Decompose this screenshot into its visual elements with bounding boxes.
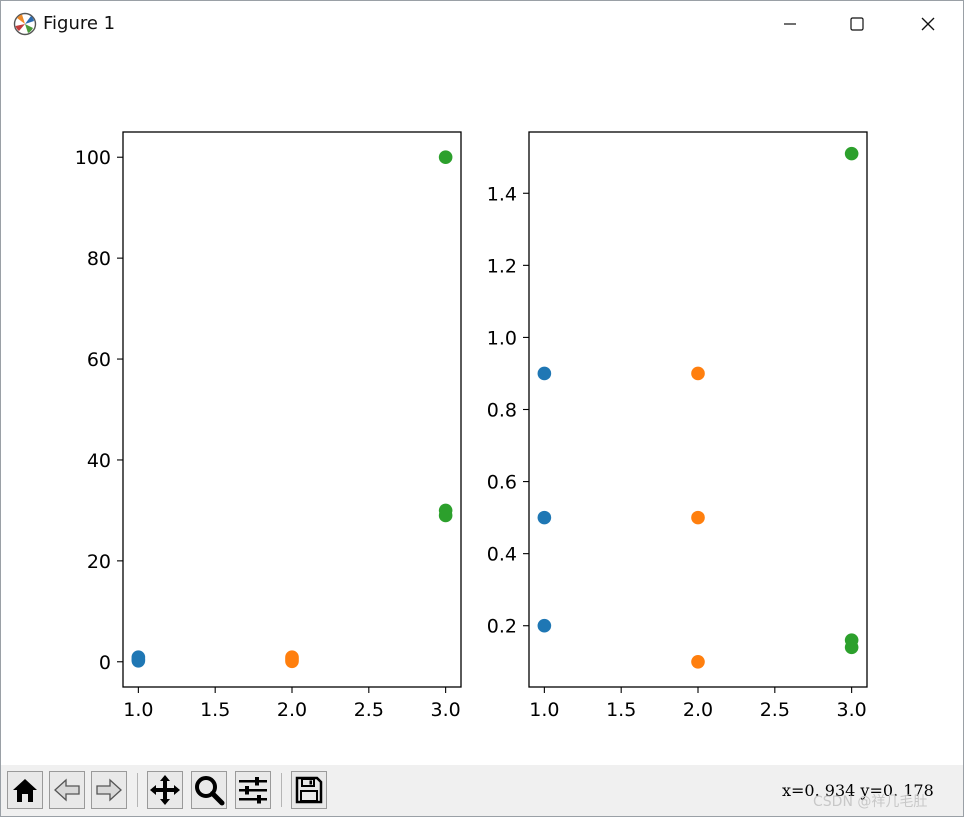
y-tick-label: 1.2 [487, 255, 517, 277]
configure-subplots-button[interactable] [235, 771, 271, 809]
scatter-point-series-2 [285, 650, 299, 665]
minimize-button[interactable] [761, 1, 819, 47]
x-tick-label: 1.5 [606, 699, 636, 721]
watermark-text: CSDN @祥几毛肚 [813, 794, 928, 810]
x-tick-label: 3.0 [431, 699, 461, 721]
scatter-point-series-2 [691, 366, 705, 381]
x-tick-label: 2.0 [683, 699, 713, 721]
y-tick-label: 80 [87, 248, 111, 270]
x-tick-label: 2.0 [277, 699, 307, 721]
close-icon [921, 17, 935, 31]
axes-frame [528, 131, 868, 688]
home-button[interactable] [7, 771, 43, 809]
y-tick-label: 60 [87, 349, 111, 371]
y-tick-label: 0.4 [487, 544, 517, 566]
maximize-icon [850, 17, 864, 31]
scatter-point-series-3 [844, 633, 859, 647]
scatter-point-series-2 [691, 510, 705, 525]
scatter-point-series-3 [438, 150, 453, 165]
arrow-right-icon [96, 778, 122, 802]
floppy-disk-icon [295, 776, 323, 804]
y-tick-label: 0.6 [487, 472, 517, 494]
move-icon [150, 775, 180, 805]
y-tick-label: 20 [87, 551, 111, 573]
title-bar: Figure 1 [1, 1, 963, 47]
subplot-2: 1.0 1.5 2.0 2.5 3.0 0.2 0.4 0.6 0.8 1.0 1.2 1.4 [487, 131, 868, 721]
y-tick-label: 1.4 [487, 183, 517, 205]
x-tick-label: 1.5 [200, 699, 230, 721]
arrow-left-icon [54, 778, 80, 802]
x-tick-label: 1.0 [529, 699, 559, 721]
axes-frame [122, 131, 462, 688]
y-tick-label: 1.0 [487, 327, 517, 349]
zoom-button[interactable] [191, 771, 227, 809]
scatter-point-series-1 [131, 650, 146, 665]
y-tick-label: 0.2 [487, 616, 517, 638]
home-icon [13, 779, 37, 802]
minimize-icon [784, 23, 796, 25]
scatter-point-series-1 [537, 366, 552, 381]
x-tick-label: 3.0 [837, 699, 867, 721]
forward-button[interactable] [91, 771, 127, 809]
x-tick-label: 1.0 [123, 699, 153, 721]
x-tick-label: 2.5 [760, 699, 790, 721]
toolbar-separator [137, 773, 138, 807]
pan-button[interactable] [147, 771, 183, 809]
subplot-1: 1.0 1.5 2.0 2.5 3.0 0 20 40 60 80 100 [75, 131, 462, 721]
scatter-point-series-1 [537, 510, 552, 525]
toolbar-separator [281, 773, 282, 807]
figure-canvas[interactable]: 1.0 1.5 2.0 2.5 3.0 0 20 40 60 80 100 1.0 1.5 2.0 2.5 3… [1, 47, 963, 765]
matplotlib-logo-icon [13, 12, 37, 36]
scatter-point-series-3 [438, 503, 453, 518]
cursor-coordinates: x=0. 934 y=0. 178 [782, 781, 934, 800]
sliders-icon [239, 777, 267, 804]
y-tick-label: 0 [99, 652, 111, 674]
y-tick-label: 0.8 [487, 400, 517, 422]
maximize-button[interactable] [828, 1, 886, 47]
back-button[interactable] [49, 771, 85, 809]
scatter-point-series-3 [844, 146, 859, 161]
navigation-toolbar: x=0. 934 y=0. 178 CSDN @祥几毛肚 [1, 765, 963, 816]
scatter-point-series-1 [537, 618, 552, 633]
window-title: Figure 1 [43, 13, 116, 34]
y-tick-label: 40 [87, 450, 111, 472]
x-tick-label: 2.5 [354, 699, 384, 721]
close-button[interactable] [899, 1, 957, 47]
magnifier-icon [195, 776, 225, 806]
save-button[interactable] [291, 771, 327, 809]
y-tick-label: 100 [75, 147, 111, 169]
scatter-point-series-2 [691, 654, 705, 669]
